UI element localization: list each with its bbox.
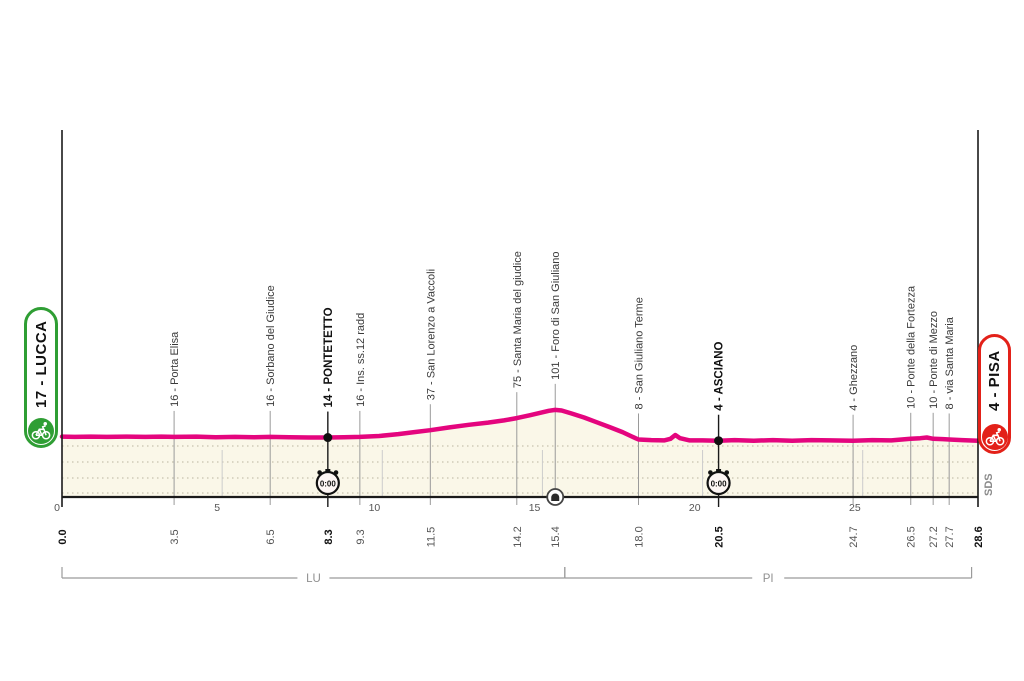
finish-badge-label: 4 - PISA	[986, 350, 1003, 411]
axis-km-number: 5	[214, 502, 220, 514]
axis-km-number: 0	[54, 502, 60, 514]
stopwatch-time: 0:00	[320, 480, 337, 489]
timecheck-dot	[714, 436, 724, 446]
axis-km-number: 15	[529, 502, 541, 514]
landmark-km-label: 3.5	[169, 529, 181, 544]
landmark-km-label: 14.2	[512, 526, 524, 547]
stopwatch-icon	[706, 470, 731, 496]
start-cyclist-icon	[28, 418, 54, 444]
landmark-label: 101 - Foro di San Giuliano	[550, 251, 562, 379]
landmark-km-label: 20.5	[714, 526, 726, 547]
landmark-label: 10 - Ponte della Fortezza	[906, 285, 918, 409]
landmark-label: 10 - Ponte di Mezzo	[928, 311, 940, 409]
cyclist-icon	[985, 428, 1004, 446]
province-label: LU	[306, 573, 321, 585]
landmark-label: 8 - San Giuliano Terme	[634, 297, 646, 409]
axis-km-number: 25	[849, 502, 861, 514]
axis-km-number: 10	[369, 502, 381, 514]
stopwatch-icon	[315, 470, 340, 496]
stopwatch-time: 0:00	[711, 480, 728, 489]
finish-badge: 4 - PISA	[978, 334, 1011, 454]
landmark-label: 14 - PONTETETTO	[323, 307, 335, 407]
landmark-km-label: 6.5	[265, 529, 277, 544]
start-badge-label: 17 - LUCCA	[32, 320, 50, 408]
landmark-km-label: 9.3	[355, 529, 367, 544]
axis-km-number: 20	[689, 502, 701, 514]
landmark-label: 37 - San Lorenzo a Vaccoli	[425, 269, 437, 400]
landmark-km-label: 24.7	[848, 526, 860, 547]
landmark-km-label: 11.5	[425, 527, 437, 548]
finish-cyclist-icon	[981, 424, 1008, 450]
sds-logo: SDS	[983, 473, 995, 496]
landmark-label: 16 - Sorbano del Giudice	[265, 285, 277, 407]
landmark-km-label: 8.3	[323, 529, 335, 544]
landmark-km-label: 28.6	[973, 526, 985, 547]
landmark-label: 16 - Porta Elisa	[169, 331, 181, 407]
tunnel-arch	[551, 493, 560, 501]
cyclist-icon	[31, 422, 51, 440]
landmark-km-label: 27.7	[944, 526, 956, 547]
landmark-label: 8 - via Santa Maria	[944, 316, 956, 409]
landmark-km-label: 15.4	[550, 526, 562, 547]
landmark-km-label: 0.0	[57, 529, 69, 544]
landmark-label: 4 - ASCIANO	[714, 341, 726, 410]
profile-line	[59, 407, 981, 443]
timecheck-dot	[323, 433, 333, 443]
landmark-label: 16 - Ins. ss.12 radd	[355, 313, 367, 407]
landmark-km-label: 18.0	[634, 526, 646, 547]
landmark-km-label: 26.5	[906, 526, 918, 547]
landmark-km-label: 27.2	[928, 526, 940, 547]
landmark-label: 75 - Santa Maria del giudice	[512, 251, 524, 388]
start-badge: 17 - LUCCA	[24, 307, 58, 448]
province-label: PI	[763, 573, 774, 585]
landmark-label: 4 - Ghezzano	[848, 345, 860, 411]
profile-area-fill	[62, 409, 978, 497]
